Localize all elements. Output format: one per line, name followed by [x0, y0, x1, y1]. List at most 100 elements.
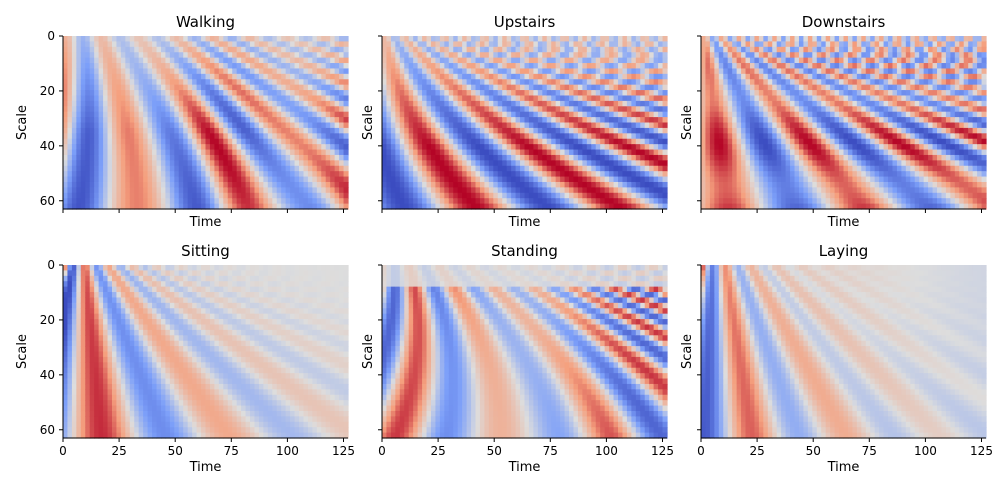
heatmap-cell — [484, 122, 490, 129]
heatmap-cell — [701, 133, 707, 140]
heatmap-cell — [290, 198, 296, 205]
heatmap-cell — [245, 57, 251, 64]
heatmap-cell — [183, 41, 189, 48]
heatmap-cell — [192, 176, 198, 183]
heatmap-cell — [488, 117, 494, 124]
heatmap-cell — [515, 198, 521, 205]
heatmap-cell — [218, 192, 224, 199]
heatmap-cell — [701, 165, 707, 172]
heatmap-cell — [250, 84, 256, 91]
heatmap-cell — [390, 73, 396, 80]
heatmap-cell — [169, 138, 175, 145]
heatmap-cell — [107, 176, 113, 183]
heatmap-cell — [484, 149, 490, 156]
heatmap-cell — [241, 52, 247, 59]
heatmap-cell — [542, 79, 548, 86]
heatmap-cell — [71, 149, 77, 156]
heatmap-cell — [790, 154, 796, 161]
y-tick-label: 20 — [40, 84, 55, 98]
heatmap-cell — [785, 171, 791, 178]
heatmap-cell — [754, 106, 760, 113]
heatmap-cell — [515, 181, 521, 188]
heatmap-cell — [573, 133, 579, 140]
heatmap-cell — [705, 63, 711, 70]
heatmap-cell — [390, 100, 396, 107]
heatmap-cell — [303, 68, 309, 75]
heatmap-cell — [138, 187, 144, 194]
heatmap-cell — [134, 127, 140, 134]
heatmap-cell — [89, 41, 95, 48]
heatmap-cell — [413, 41, 419, 48]
heatmap-cell — [435, 79, 441, 86]
heatmap-cell — [147, 154, 153, 161]
heatmap-cell — [591, 187, 597, 194]
heatmap-cell — [129, 122, 135, 129]
heatmap-cell — [205, 41, 211, 48]
heatmap-cell — [812, 127, 818, 134]
heatmap-cell — [662, 165, 668, 172]
heatmap-cell — [816, 95, 822, 102]
heatmap-cell — [103, 144, 109, 151]
heatmap-cell — [312, 100, 318, 107]
heatmap-cell — [520, 68, 526, 75]
heatmap-cell — [223, 68, 229, 75]
heatmap-cell — [205, 46, 211, 53]
heatmap-cell — [635, 36, 641, 43]
heatmap-cell — [502, 63, 508, 70]
heatmap-cell — [183, 63, 189, 70]
heatmap-cell — [727, 154, 733, 161]
heatmap-cell — [772, 68, 778, 75]
heatmap-cell — [475, 84, 481, 91]
heatmap-cell — [165, 160, 171, 167]
heatmap-cell — [250, 57, 256, 64]
heatmap-cell — [435, 68, 441, 75]
heatmap-cell — [316, 79, 322, 86]
heatmap-cell — [609, 198, 615, 205]
heatmap-cell — [382, 79, 388, 86]
heatmap-cell — [214, 165, 220, 172]
heatmap-cell — [537, 154, 543, 161]
heatmap-cell — [662, 100, 668, 107]
heatmap-cell — [736, 95, 742, 102]
heatmap-cell — [258, 192, 264, 199]
heatmap-cell — [63, 73, 69, 80]
heatmap-cell — [223, 79, 229, 86]
heatmap-cell — [524, 144, 530, 151]
heatmap-cell — [209, 144, 215, 151]
heatmap-cell — [138, 106, 144, 113]
heatmap-cell — [209, 138, 215, 145]
heatmap-cell — [709, 95, 715, 102]
heatmap-cell — [395, 198, 401, 205]
heatmap-cell — [798, 106, 805, 113]
heatmap-cell — [573, 144, 579, 151]
heatmap-cell — [604, 192, 610, 199]
heatmap-cell — [631, 187, 637, 194]
heatmap-cell — [709, 203, 715, 210]
heatmap-cell — [564, 95, 570, 102]
heatmap-cell — [484, 52, 490, 59]
heatmap-cell — [89, 192, 95, 199]
heatmap-cell — [294, 100, 300, 107]
heatmap-cell — [732, 100, 738, 107]
heatmap-cell — [600, 63, 606, 70]
heatmap-cell — [520, 138, 526, 145]
heatmap-cell — [316, 41, 322, 48]
heatmap-cell — [444, 192, 450, 199]
heatmap-cell — [223, 57, 229, 64]
heatmap-cell — [604, 79, 610, 86]
heatmap-cell — [187, 127, 193, 134]
heatmap-cell — [466, 79, 472, 86]
heatmap-cell — [134, 160, 140, 167]
heatmap-cell — [209, 187, 215, 194]
heatmap-cell — [178, 95, 184, 102]
heatmap-cell — [147, 68, 153, 75]
heatmap-cell — [76, 192, 82, 199]
heatmap-cell — [798, 52, 805, 59]
heatmap-cell — [626, 95, 632, 102]
heatmap-cell — [586, 171, 592, 178]
heatmap-cell — [267, 52, 273, 59]
heatmap-cell — [76, 181, 82, 188]
heatmap-cell — [152, 111, 158, 118]
heatmap-cell — [595, 176, 601, 183]
heatmap-cell — [448, 68, 454, 75]
